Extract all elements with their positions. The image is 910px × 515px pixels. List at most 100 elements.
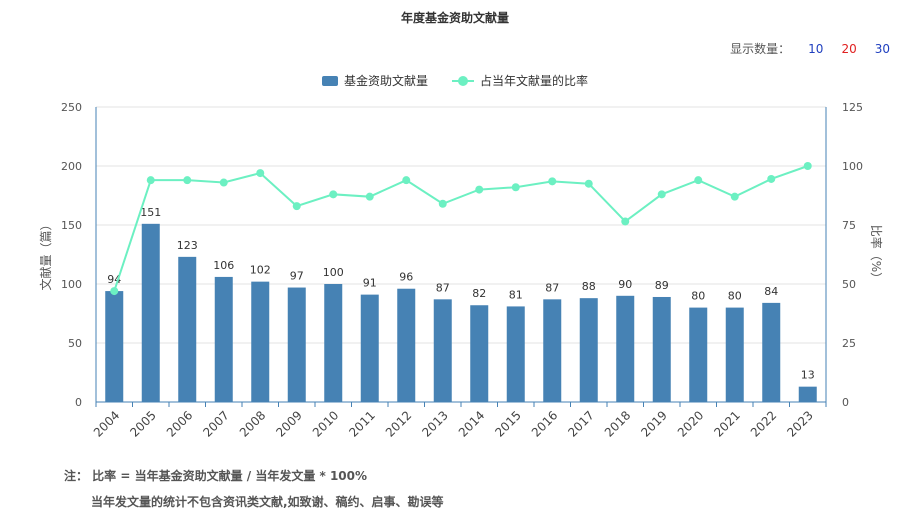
y2-axis-title: 比率（%） [869, 225, 884, 284]
bar-data-label: 96 [399, 271, 413, 284]
bar-data-label: 89 [655, 279, 669, 292]
x-tick-label: 2007 [200, 408, 231, 439]
bar-data-label: 13 [801, 369, 815, 382]
legend-item-line[interactable]: 占当年文献量的比率 [452, 72, 588, 89]
ratio-point [219, 178, 228, 187]
display-count-option-20[interactable]: 20 [841, 41, 857, 56]
legend-line-swatch [452, 75, 474, 86]
ratio-point [365, 192, 374, 201]
bar [798, 386, 817, 402]
bar [105, 291, 124, 402]
bar [579, 298, 598, 402]
ratio-point [657, 190, 666, 199]
bar [616, 295, 635, 402]
y-tick-label: 0 [75, 396, 82, 409]
ratio-point [621, 217, 630, 226]
y2-tick-label: 100 [842, 160, 863, 173]
y2-tick-label: 125 [842, 101, 863, 114]
bar [214, 276, 233, 402]
bar [251, 281, 270, 402]
x-tick-label: 2018 [602, 408, 633, 439]
y-axis-title: 文献量（篇） [38, 218, 53, 290]
ratio-point [438, 199, 447, 208]
bar [652, 296, 671, 402]
bar [397, 288, 416, 402]
bar-data-label: 80 [728, 290, 742, 303]
bar-data-label: 106 [213, 259, 234, 272]
ratio-point [548, 177, 557, 186]
footnote-line-1: 注： 比率 = 当年基金资助文献量 / 当年发文量 * 100% [64, 469, 368, 483]
bar [324, 284, 343, 402]
x-tick-label: 2009 [273, 408, 304, 439]
legend-line-label: 占当年文献量的比率 [480, 74, 589, 88]
ratio-point [110, 287, 119, 296]
ratio-point [256, 169, 265, 178]
bar-data-label: 100 [323, 266, 344, 279]
bar [689, 307, 708, 402]
x-tick-label: 2013 [419, 408, 450, 439]
x-tick-label: 2020 [675, 408, 706, 439]
x-tick-label: 2005 [127, 408, 158, 439]
x-tick-label: 2017 [565, 408, 596, 439]
bar-data-label: 87 [545, 281, 559, 294]
y2-tick-label: 25 [842, 337, 856, 350]
display-count-option-30[interactable]: 30 [874, 41, 890, 56]
x-tick-label: 2015 [492, 408, 523, 439]
ratio-point [511, 183, 520, 192]
chart-title: 年度基金资助文献量 [400, 11, 509, 25]
x-tick-label: 2016 [529, 408, 560, 439]
bar [141, 223, 160, 402]
x-tick-label: 2021 [711, 408, 742, 439]
ratio-point [292, 202, 301, 211]
bar-data-label: 123 [177, 239, 198, 252]
ratio-point [329, 190, 338, 199]
y-tick-label: 250 [61, 101, 82, 114]
legend-item-bar[interactable]: 基金资助文献量 [321, 72, 428, 89]
bar [287, 287, 306, 402]
bar-data-label: 84 [764, 285, 778, 298]
ratio-point [803, 162, 812, 170]
bar-data-label: 102 [250, 264, 271, 277]
x-tick-label: 2019 [638, 408, 669, 439]
bar [178, 256, 197, 402]
bar-data-label: 151 [140, 206, 161, 219]
x-tick-label: 2023 [784, 408, 815, 439]
x-tick-label: 2008 [237, 408, 268, 439]
footnote-line-2: 当年发文量的统计不包含资讯类文献,如致谢、稿约、启事、勘误等 [91, 495, 444, 509]
bar-data-label: 82 [472, 287, 486, 300]
footnote: 注： 比率 = 当年基金资助文献量 / 当年发文量 * 100% 当年发文量的统… [64, 463, 444, 515]
ratio-point [767, 174, 776, 183]
legend-bar-swatch [321, 75, 338, 86]
bar-data-label: 88 [582, 280, 596, 293]
bar [470, 305, 489, 402]
bar [762, 302, 781, 402]
ratio-point [183, 176, 192, 185]
bar-data-label: 90 [618, 278, 632, 291]
y-tick-label: 150 [61, 219, 82, 232]
x-tick-label: 2012 [383, 408, 414, 439]
y2-tick-label: 0 [842, 396, 849, 409]
display-count-label: 显示数量： [730, 42, 791, 56]
x-tick-label: 2004 [91, 408, 122, 439]
ratio-point [694, 176, 703, 185]
x-tick-label: 2014 [456, 408, 487, 439]
bar-data-label: 81 [509, 288, 523, 301]
bar [543, 299, 562, 402]
bar-data-label: 87 [436, 281, 450, 294]
x-tick-label: 2022 [748, 408, 779, 439]
bar [725, 307, 744, 402]
ratio-point [402, 176, 411, 185]
y2-tick-label: 50 [842, 278, 856, 291]
y2-tick-label: 75 [842, 219, 856, 232]
y-tick-label: 200 [61, 160, 82, 173]
x-tick-label: 2011 [346, 408, 377, 439]
x-tick-label: 2010 [310, 408, 341, 439]
ratio-point [730, 192, 739, 201]
bar [506, 306, 525, 402]
display-count-option-10[interactable]: 10 [808, 41, 824, 56]
chart-legend: 基金资助文献量 占当年文献量的比率 [0, 72, 910, 89]
ratio-line [113, 165, 809, 292]
y-tick-label: 50 [68, 337, 82, 350]
bar-data-label: 97 [290, 270, 304, 283]
